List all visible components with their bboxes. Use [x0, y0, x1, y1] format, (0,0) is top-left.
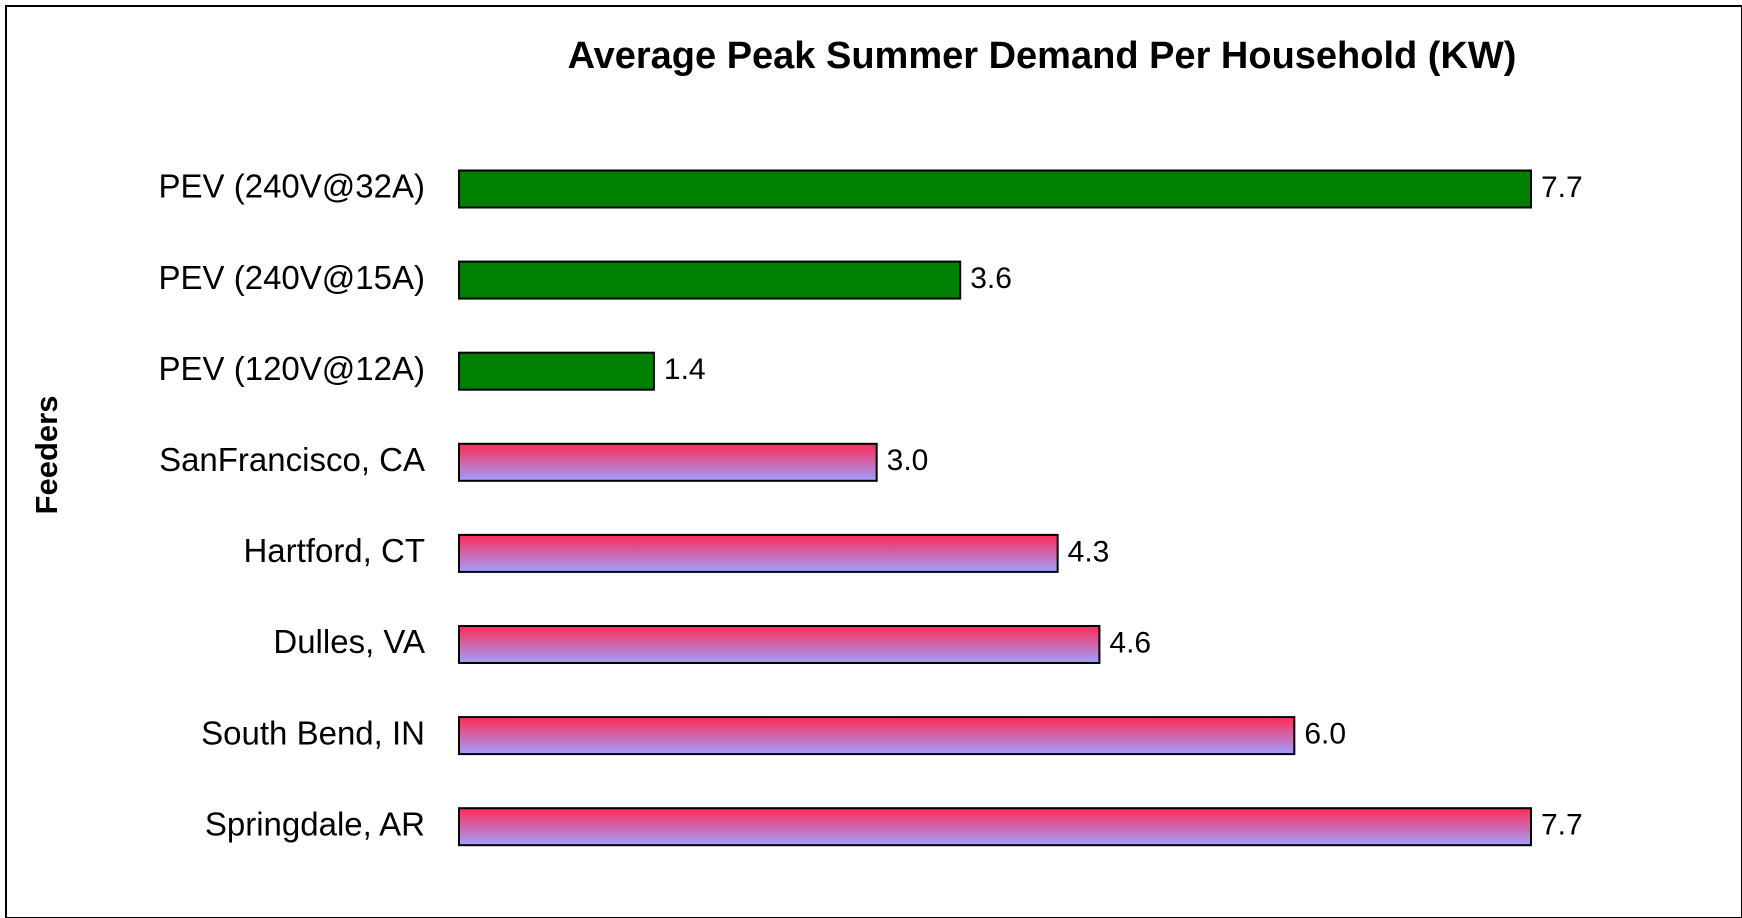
y-axis-label: Feeders [29, 396, 64, 515]
data-label: 6.0 [1304, 718, 1346, 751]
data-label: 7.7 [1541, 171, 1583, 204]
y-tick-label: Springdale, AR [205, 805, 425, 842]
data-label: 7.7 [1541, 809, 1583, 842]
data-label: 1.4 [664, 353, 706, 386]
bar [458, 260, 962, 300]
y-tick-label: South Bend, IN [201, 714, 425, 751]
bar [458, 442, 878, 482]
bar [458, 351, 655, 391]
bar [458, 625, 1101, 664]
bar [458, 169, 1532, 209]
data-label: 4.3 [1068, 535, 1110, 568]
chart-title: Average Peak Summer Demand Per Household… [568, 35, 1517, 77]
y-tick-label: PEV (240V@32A) [159, 168, 425, 205]
y-tick-label: PEV (120V@12A) [159, 350, 425, 387]
data-label: 4.6 [1109, 626, 1151, 659]
bar [458, 716, 1296, 756]
bar [458, 807, 1532, 847]
data-label: 3.0 [887, 444, 929, 477]
y-tick-label: Dulles, VA [273, 623, 425, 660]
y-tick-label: SanFrancisco, CA [159, 441, 425, 478]
bar [458, 533, 1059, 573]
y-tick-label: PEV (240V@15A) [159, 259, 425, 296]
data-label: 3.6 [970, 262, 1012, 295]
y-tick-label: Hartford, CT [243, 532, 425, 569]
